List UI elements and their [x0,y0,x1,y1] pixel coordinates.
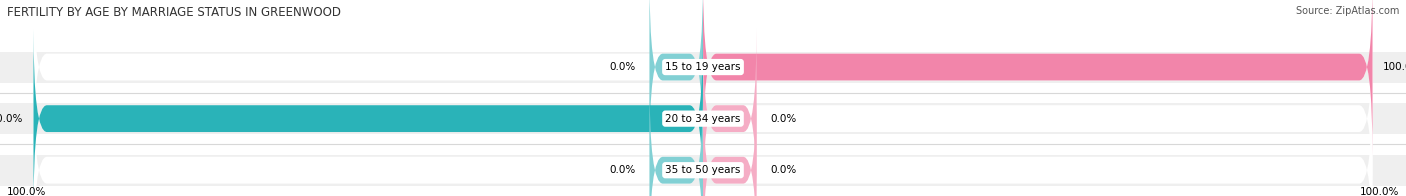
FancyBboxPatch shape [703,81,756,196]
FancyBboxPatch shape [34,29,703,196]
Text: 0.0%: 0.0% [610,62,636,72]
FancyBboxPatch shape [0,103,1406,134]
Text: 0.0%: 0.0% [770,114,796,124]
FancyBboxPatch shape [0,155,1406,186]
FancyBboxPatch shape [703,0,1372,157]
Text: FERTILITY BY AGE BY MARRIAGE STATUS IN GREENWOOD: FERTILITY BY AGE BY MARRIAGE STATUS IN G… [7,6,342,19]
Text: 0.0%: 0.0% [610,165,636,175]
FancyBboxPatch shape [34,81,703,196]
Text: 0.0%: 0.0% [770,165,796,175]
Text: 35 to 50 years: 35 to 50 years [665,165,741,175]
Text: 20 to 34 years: 20 to 34 years [665,114,741,124]
FancyBboxPatch shape [703,29,1372,196]
Text: Source: ZipAtlas.com: Source: ZipAtlas.com [1295,6,1399,16]
FancyBboxPatch shape [703,29,756,196]
Text: 100.0%: 100.0% [7,187,46,196]
Text: 100.0%: 100.0% [1360,187,1399,196]
FancyBboxPatch shape [34,29,703,196]
FancyBboxPatch shape [34,0,703,157]
Text: 15 to 19 years: 15 to 19 years [665,62,741,72]
FancyBboxPatch shape [0,52,1406,83]
FancyBboxPatch shape [650,0,703,157]
FancyBboxPatch shape [703,81,1372,196]
FancyBboxPatch shape [703,0,1372,157]
Text: 100.0%: 100.0% [1382,62,1406,72]
Text: 100.0%: 100.0% [0,114,24,124]
FancyBboxPatch shape [650,81,703,196]
